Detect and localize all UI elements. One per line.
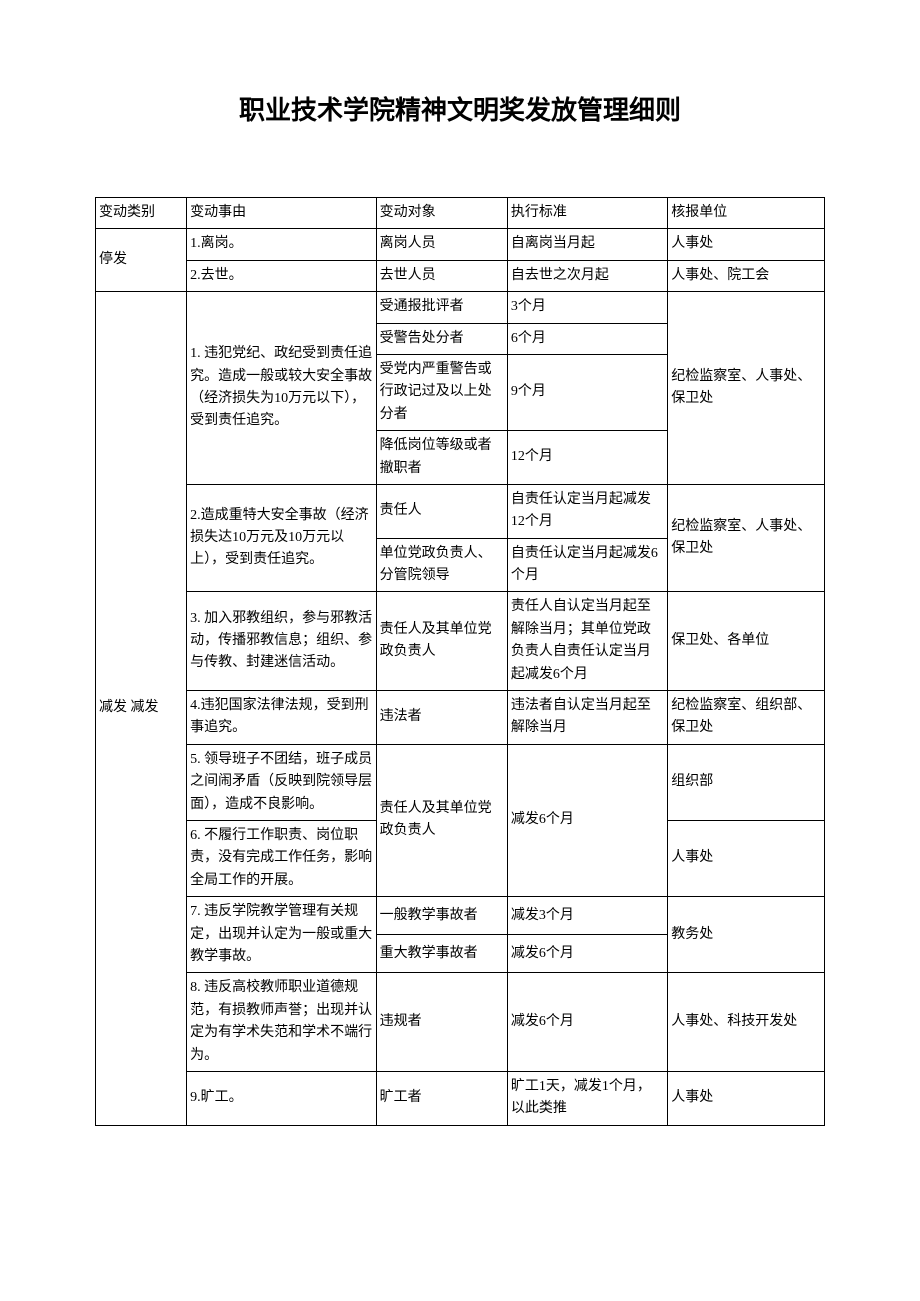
- table-row: 减发 减发 1. 违犯党纪、政纪受到责任追究。造成一般或较大安全事故（经济损失为…: [96, 292, 825, 323]
- table-row: 2.去世。 去世人员 自去世之次月起 人事处、院工会: [96, 260, 825, 291]
- cell-unit: 人事处: [668, 820, 825, 896]
- table-row: 7. 违反学院教学管理有关规定，出现并认定为一般或重大教学事故。 一般教学事故者…: [96, 897, 825, 935]
- col-category: 变动类别: [96, 198, 187, 229]
- cell-target: 责任人: [376, 484, 507, 538]
- cell-category-stop: 停发: [96, 229, 187, 292]
- cell-unit: 人事处、院工会: [668, 260, 825, 291]
- col-standard: 执行标准: [507, 198, 667, 229]
- table-row: 5. 领导班子不团结，班子成员之间闹矛盾（反映到院领导层面），造成不良影响。 责…: [96, 744, 825, 820]
- cell-std: 3个月: [507, 292, 667, 323]
- col-reason: 变动事由: [187, 198, 377, 229]
- cell-reason: 9.旷工。: [187, 1071, 377, 1125]
- cell-unit: 保卫处、各单位: [668, 592, 825, 691]
- cell-unit: 人事处、科技开发处: [668, 973, 825, 1072]
- cell-std: 减发6个月: [507, 935, 667, 973]
- cell-unit: 组织部: [668, 744, 825, 820]
- table-row: 2.造成重特大安全事故（经济损失达10万元及10万元以上），受到责任追究。 责任…: [96, 484, 825, 538]
- table-row: 8. 违反高校教师职业道德规范，有损教师声誉；出现并认定为有学术失范和学术不端行…: [96, 973, 825, 1072]
- cell-target: 去世人员: [376, 260, 507, 291]
- cell-unit: 人事处: [668, 229, 825, 260]
- cell-std: 6个月: [507, 323, 667, 354]
- cell-reason: 6. 不履行工作职责、岗位职责，没有完成工作任务，影响全局工作的开展。: [187, 820, 377, 896]
- cell-target: 受党内严重警告或行政记过及以上处分者: [376, 354, 507, 430]
- cell-std: 12个月: [507, 431, 667, 485]
- cell-reason: 3. 加入邪教组织，参与邪教活动，传播邪教信息；组织、参与传教、封建迷信活动。: [187, 592, 377, 691]
- cell-reason: 2.去世。: [187, 260, 377, 291]
- cell-target: 旷工者: [376, 1071, 507, 1125]
- cell-std: 减发6个月: [507, 973, 667, 1072]
- cell-reason: 2.造成重特大安全事故（经济损失达10万元及10万元以上），受到责任追究。: [187, 484, 377, 592]
- cell-target: 离岗人员: [376, 229, 507, 260]
- cell-unit: 人事处: [668, 1071, 825, 1125]
- cell-reason: 1.离岗。: [187, 229, 377, 260]
- cell-target: 一般教学事故者: [376, 897, 507, 935]
- cell-std: 旷工1天，减发1个月，以此类推: [507, 1071, 667, 1125]
- table-row: 9.旷工。 旷工者 旷工1天，减发1个月，以此类推 人事处: [96, 1071, 825, 1125]
- cell-std: 减发6个月: [507, 744, 667, 896]
- cell-target: 降低岗位等级或者撤职者: [376, 431, 507, 485]
- col-unit: 核报单位: [668, 198, 825, 229]
- cell-std: 违法者自认定当月起至解除当月: [507, 691, 667, 745]
- cell-target: 责任人及其单位党政负责人: [376, 592, 507, 691]
- cell-target: 单位党政负责人、分管院领导: [376, 538, 507, 592]
- cell-reason: 4.违犯国家法律法规，受到刑事追究。: [187, 691, 377, 745]
- cell-std: 9个月: [507, 354, 667, 430]
- cell-target: 受通报批评者: [376, 292, 507, 323]
- cell-reason: 1. 违犯党纪、政纪受到责任追究。造成一般或较大安全事故（经济损失为10万元以下…: [187, 292, 377, 485]
- page-title: 职业技术学院精神文明奖发放管理细则: [95, 90, 825, 127]
- cell-unit: 纪检监察室、组织部、保卫处: [668, 691, 825, 745]
- cell-std: 减发3个月: [507, 897, 667, 935]
- cell-reason: 7. 违反学院教学管理有关规定，出现并认定为一般或重大教学事故。: [187, 897, 377, 973]
- document-page: 职业技术学院精神文明奖发放管理细则 变动类别 变动事由 变动对象 执行标准 核报…: [0, 0, 920, 1166]
- table-row: 3. 加入邪教组织，参与邪教活动，传播邪教信息；组织、参与传教、封建迷信活动。 …: [96, 592, 825, 691]
- cell-reason: 5. 领导班子不团结，班子成员之间闹矛盾（反映到院领导层面），造成不良影响。: [187, 744, 377, 820]
- cell-unit: 纪检监察室、人事处、保卫处: [668, 292, 825, 485]
- table-row: 4.违犯国家法律法规，受到刑事追究。 违法者 违法者自认定当月起至解除当月 纪检…: [96, 691, 825, 745]
- rules-table: 变动类别 变动事由 变动对象 执行标准 核报单位 停发 1.离岗。 离岗人员 自…: [95, 197, 825, 1126]
- table-header-row: 变动类别 变动事由 变动对象 执行标准 核报单位: [96, 198, 825, 229]
- cell-target: 责任人及其单位党政负责人: [376, 744, 507, 896]
- cell-unit: 教务处: [668, 897, 825, 973]
- cell-target: 重大教学事故者: [376, 935, 507, 973]
- cell-std: 责任人自认定当月起至解除当月；其单位党政负责人自责任认定当月起减发6个月: [507, 592, 667, 691]
- cell-std: 自去世之次月起: [507, 260, 667, 291]
- table-row: 停发 1.离岗。 离岗人员 自离岗当月起 人事处: [96, 229, 825, 260]
- cell-target: 受警告处分者: [376, 323, 507, 354]
- cell-std: 自责任认定当月起减发12个月: [507, 484, 667, 538]
- cell-std: 自离岗当月起: [507, 229, 667, 260]
- col-target: 变动对象: [376, 198, 507, 229]
- cell-unit: 纪检监察室、人事处、保卫处: [668, 484, 825, 592]
- cell-category-reduce: 减发 减发: [96, 292, 187, 1126]
- cell-target: 违法者: [376, 691, 507, 745]
- cell-reason: 8. 违反高校教师职业道德规范，有损教师声誉；出现并认定为有学术失范和学术不端行…: [187, 973, 377, 1072]
- cell-std: 自责任认定当月起减发6个月: [507, 538, 667, 592]
- cell-target: 违规者: [376, 973, 507, 1072]
